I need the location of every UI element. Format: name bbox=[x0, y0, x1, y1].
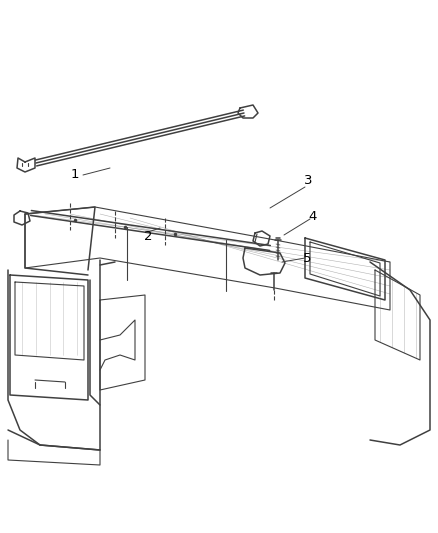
Text: 5: 5 bbox=[303, 252, 311, 264]
Text: 3: 3 bbox=[304, 174, 312, 188]
Text: 2: 2 bbox=[144, 230, 152, 244]
Text: 4: 4 bbox=[309, 209, 317, 222]
Text: 1: 1 bbox=[71, 168, 79, 182]
